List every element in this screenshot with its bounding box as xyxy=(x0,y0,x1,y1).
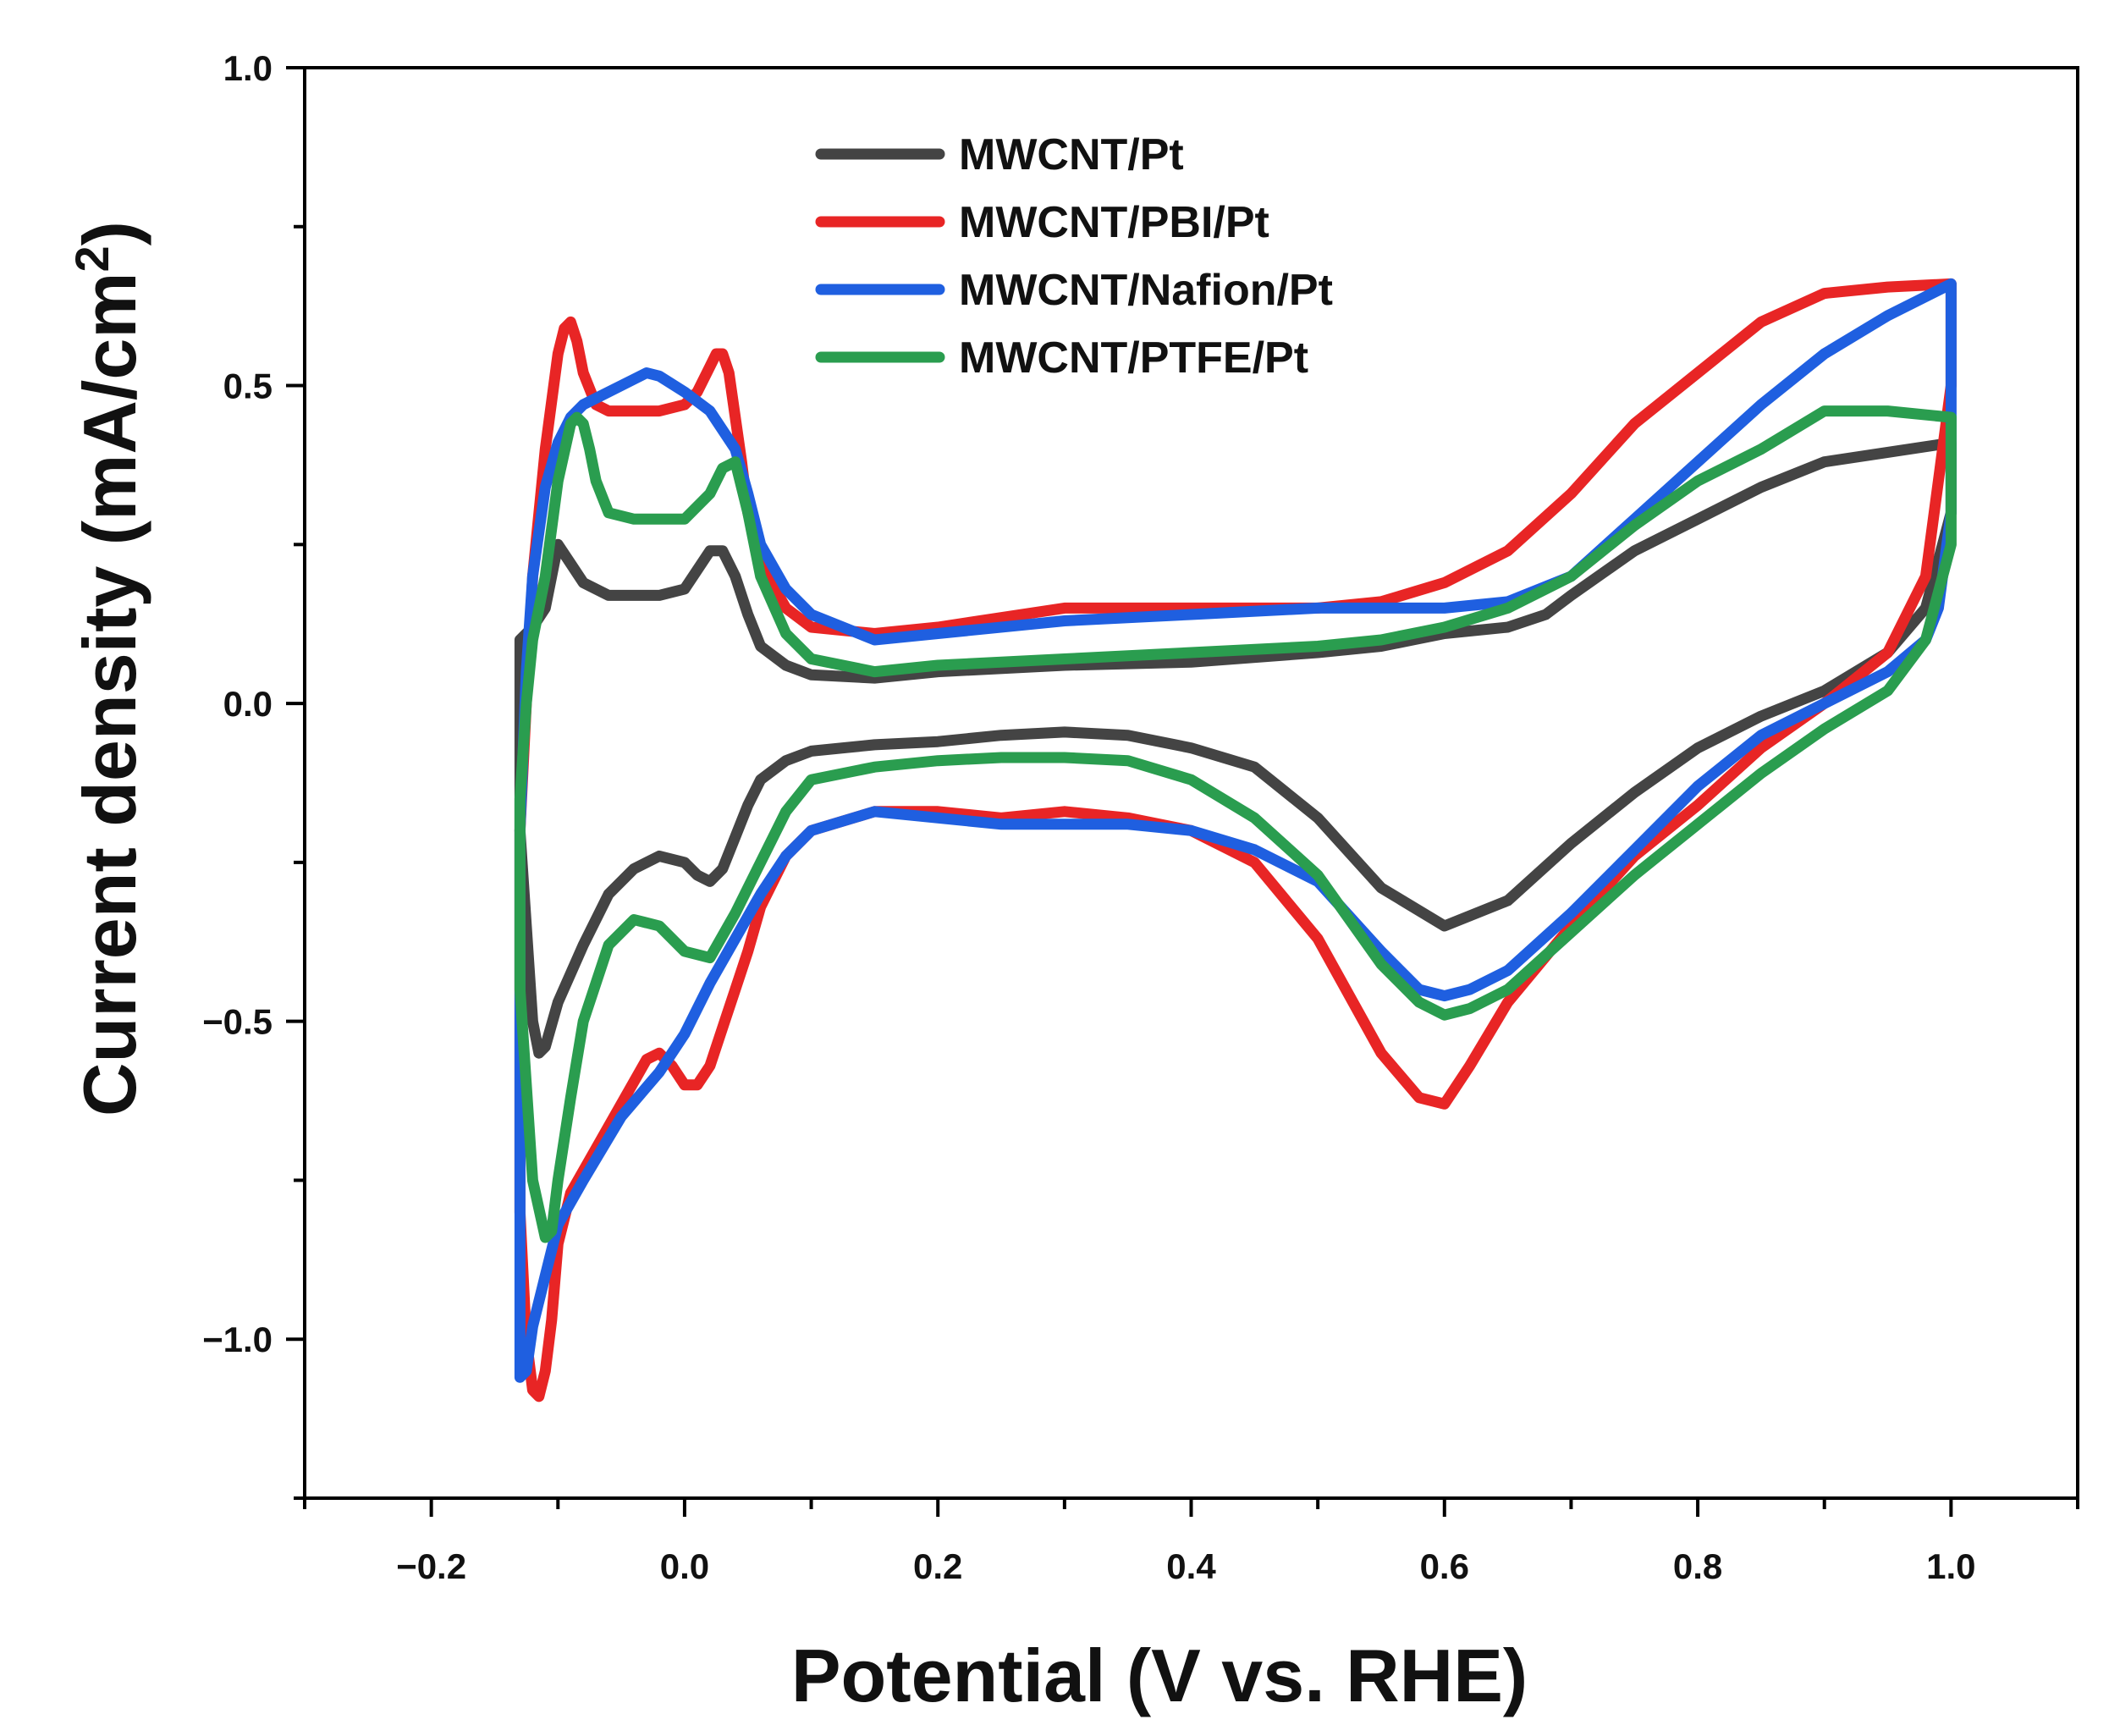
x-tick-label: 1.0 xyxy=(1926,1546,1975,1586)
y-axis-title: Current density (mA/cm2) xyxy=(65,221,151,1116)
ticks: −0.2 0.0 0.2 0.4 0.6 0.8 1.0 −1.0 −0.5 0.0 0.5 1.0 xyxy=(202,48,2079,1586)
legend-label-mwcnt-pbi-pt: MWCNT/PBI/Pt xyxy=(959,198,1269,247)
y-tick-label: −1.0 xyxy=(202,1320,273,1359)
y-tick-label: 0.0 xyxy=(223,684,273,724)
legend-label-mwcnt-nafion-pt: MWCNT/Nafion/Pt xyxy=(959,266,1333,315)
series-line-mwcnt-pbi-pt xyxy=(514,278,1957,1403)
legend-label-mwcnt-ptfe-pt: MWCNT/PTFE/Pt xyxy=(959,333,1308,383)
y-tick-label: 0.5 xyxy=(223,366,273,406)
x-axis-title: Potential (V vs. RHE) xyxy=(791,1634,1528,1717)
x-tick-label: 0.8 xyxy=(1673,1546,1722,1586)
x-tick-label: −0.2 xyxy=(396,1546,466,1586)
y-tick-label: 1.0 xyxy=(223,48,273,88)
legend: MWCNT/Pt MWCNT/PBI/Pt MWCNT/Nafion/Pt MW… xyxy=(815,130,1333,383)
y-tick-label: −0.5 xyxy=(202,1002,273,1042)
legend-label-mwcnt-pt: MWCNT/Pt xyxy=(959,130,1184,179)
series-lines xyxy=(514,278,1957,1403)
x-tick-label: 0.4 xyxy=(1166,1546,1216,1586)
x-tick-label: 0.0 xyxy=(660,1546,709,1586)
plot-frame xyxy=(303,66,2079,1500)
y-axis-title-superscript: 2 xyxy=(65,245,118,272)
series-line-mwcnt-ptfe-pt xyxy=(514,405,1957,1243)
y-axis-title-main: Current density (mA/cm xyxy=(68,272,151,1116)
x-tick-label: 0.2 xyxy=(913,1546,962,1586)
series-line-mwcnt-pt xyxy=(514,437,1957,1059)
x-tick-label: 0.6 xyxy=(1420,1546,1469,1586)
y-axis-title-close: ) xyxy=(68,221,151,245)
